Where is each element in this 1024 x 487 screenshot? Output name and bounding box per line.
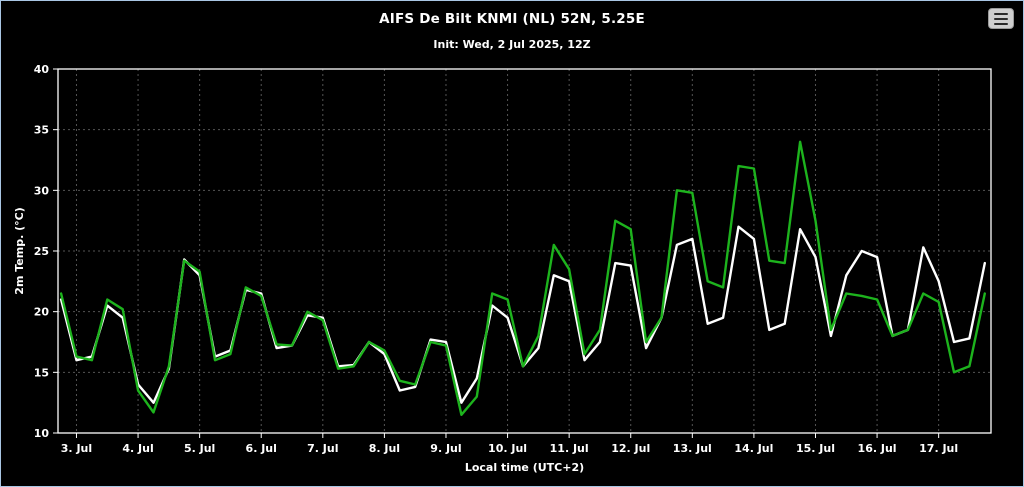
- svg-text:6. Jul: 6. Jul: [246, 442, 277, 455]
- svg-text:15: 15: [34, 366, 49, 379]
- gridlines: [58, 69, 991, 433]
- svg-text:10. Jul: 10. Jul: [488, 442, 527, 455]
- x-axis-title: Local time (UTC+2): [465, 461, 584, 474]
- svg-text:30: 30: [34, 184, 50, 197]
- svg-text:5. Jul: 5. Jul: [184, 442, 215, 455]
- tick-labels: 10 15 20 25 30 35 40 3. Jul 4. Jul 5. Jul 6. Jul 7.…: [34, 63, 958, 455]
- svg-text:9. Jul: 9. Jul: [430, 442, 461, 455]
- svg-text:17. Jul: 17. Jul: [919, 442, 958, 455]
- svg-text:14. Jul: 14. Jul: [734, 442, 773, 455]
- svg-text:3. Jul: 3. Jul: [61, 442, 92, 455]
- axis-ticks: [53, 68, 940, 438]
- svg-text:35: 35: [34, 124, 49, 137]
- chart-subtitle: Init: Wed, 2 Jul 2025, 12Z: [433, 38, 591, 51]
- svg-text:25: 25: [34, 245, 49, 258]
- svg-text:12. Jul: 12. Jul: [611, 442, 650, 455]
- svg-text:4. Jul: 4. Jul: [122, 442, 153, 455]
- svg-text:13. Jul: 13. Jul: [673, 442, 712, 455]
- svg-text:7. Jul: 7. Jul: [307, 442, 338, 455]
- y-axis-title: 2m Temp. (°C): [13, 207, 26, 294]
- svg-text:8. Jul: 8. Jul: [369, 442, 400, 455]
- svg-text:15. Jul: 15. Jul: [796, 442, 835, 455]
- svg-text:16. Jul: 16. Jul: [858, 442, 897, 455]
- svg-text:11. Jul: 11. Jul: [550, 442, 589, 455]
- svg-text:20: 20: [34, 306, 50, 319]
- svg-text:40: 40: [34, 63, 50, 76]
- hamburger-menu-icon[interactable]: [988, 8, 1014, 29]
- chart-title: AIFS De Bilt KNMI (NL) 52N, 5.25E: [379, 11, 645, 27]
- series-green-line: [59, 140, 986, 416]
- svg-text:10: 10: [34, 427, 50, 440]
